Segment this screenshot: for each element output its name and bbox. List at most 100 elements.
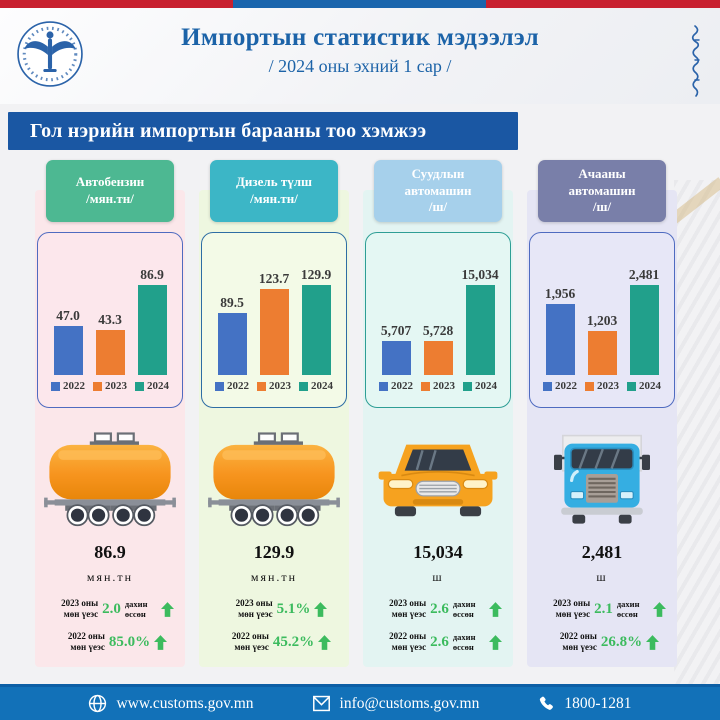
column-header-line: Суудлын [411,165,465,181]
header: Импортын статистик мэдээлэл / 2024 оны э… [0,8,720,104]
stat-note-label: дахин өссөн [616,598,640,619]
up-arrow-icon [160,601,174,617]
legend-swatch [257,381,266,391]
up-arrow-icon [488,634,502,650]
column-header-chip: Ачааны автомашин/ш/ [538,160,666,222]
bars-area: 5,707 5,728 15,034 [366,237,510,375]
growth-stat-row: 2022 оны мөн үеэс 45.2% [203,629,345,655]
up-arrow-wrap [652,601,666,617]
mongolian-script-icon [691,25,700,97]
column-header-line: автомашин [404,182,472,198]
legend-item: 2024 [135,380,169,392]
bar [95,330,125,375]
section-title-bar: Гол нэрийн импортын барааны тоо хэмжээ [8,112,518,150]
up-arrow-wrap [488,634,502,650]
column-header-line: Дизель түлш [235,174,312,190]
column-header-line: Ачааны [578,165,626,181]
bar-value-label: 129.9 [300,267,332,282]
bar [465,285,495,375]
legend-item: 2022 [379,380,413,392]
bar-group: 5,707 [380,323,412,375]
bar-group: 86.9 [137,267,167,375]
bar [137,285,167,375]
column-header-chip: Автобензин/мян.тн/ [46,160,174,222]
legend-year-label: 2024 [475,380,497,392]
product-column: Ачааны автомашин/ш/1,956 1,203 2,481 2022 202… [527,160,677,667]
stat-growth-value: 2.1 [594,600,613,617]
stat-period-label: 2022 оны мөн үеэс [389,630,427,652]
growth-stats: 2023 оны мөн үеэс 2.6 дахин өссөн 2022 оны … [367,596,509,662]
legend-swatch [543,381,552,391]
stat-note-label: дахин өссөн [452,598,476,619]
headline-value: 2,481 [581,542,623,562]
bar [423,341,453,375]
bar [587,331,617,375]
bar-value-label: 86.9 [140,267,164,282]
mongolian-customs-logo-icon [17,21,83,87]
growth-stat-row: 2022 оны мөн үеэс 2.6 дахин өссөн [367,629,509,655]
fuel-tank-wagon-icon [44,431,176,526]
bar [259,289,289,375]
bar-group: 43.3 [95,312,125,375]
bar-value-label: 5,707 [380,323,412,338]
stat-note-label: дахин өссөн [452,631,476,652]
legend-year-label: 2024 [147,380,169,392]
legend-year-label: 2023 [105,380,127,392]
bar-value-label: 47.0 [56,308,80,323]
headline-value: 129.9 [253,542,295,562]
legend-item: 2024 [463,380,497,392]
footer-website-link[interactable]: www.customs.gov.mn [88,694,254,713]
legend-swatch [379,381,388,391]
stat-period-label: 2022 оны мөн үеэс [67,630,105,652]
stat-note-label: дахин өссөн [124,598,148,619]
page-subtitle: / 2024 оны эхний 1 сар / [268,56,452,76]
legend-swatch [215,381,224,391]
up-arrow-icon [652,601,666,617]
bar [301,285,331,375]
chart-legend: 2022 2023 2024 [38,380,182,392]
chart-legend: 2022 2023 2024 [530,380,674,392]
up-arrow-wrap [318,634,332,650]
stat-growth-value: 2.6 [430,600,449,617]
headline-value: 86.9 [94,542,126,562]
footer-phone-link[interactable]: 1800-1281 [537,695,632,713]
legend-item: 2023 [421,380,455,392]
tricolor-top-strip [0,0,720,8]
up-arrow-wrap [488,601,502,617]
footer-bar: www.customs.gov.mn info@customs.gov.mn 1… [0,684,720,720]
stat-growth-value: 5.1% [276,600,311,617]
legend-item: 2024 [299,380,333,392]
stat-growth-value: 26.8% [600,633,643,650]
footer-email-label: info@customs.gov.mn [339,694,480,712]
up-arrow-wrap [646,634,660,650]
vehicle-icon-wrap [35,425,185,535]
legend-swatch [585,381,594,391]
up-arrow-icon [646,634,660,650]
legend-swatch [51,381,60,391]
cargo-truck-icon [554,434,650,524]
bar [53,326,83,375]
legend-year-label: 2023 [597,380,619,392]
headline-unit: мян.тн [250,570,298,584]
stat-growth-value: 2.0 [102,600,121,617]
growth-stat-row: 2023 оны мөн үеэс 2.6 дахин өссөн [367,596,509,622]
column-header-line: /ш/ [428,199,448,215]
bar-value-label: 1,956 [544,286,576,301]
footer-email-link[interactable]: info@customs.gov.mn [312,694,480,713]
column-header-line: Автобензин [75,174,145,190]
stat-period-label: 2022 оны мөн үеэс [559,630,597,652]
growth-stat-row: 2023 оны мөн үеэс 2.0 дахин өссөн [39,596,181,622]
bar-group: 5,728 [423,323,453,375]
bar-group: 15,034 [461,267,499,375]
bars-area: 47.0 43.3 86.9 [38,237,182,375]
legend-year-label: 2022 [555,380,577,392]
bar-group: 2,481 [628,267,660,375]
legend-year-label: 2022 [227,380,249,392]
product-column: Суудлын автомашин/ш/5,707 5,728 15,034 2022 2… [363,160,513,667]
column-header-line: автомашин [568,182,636,198]
legend-item: 2024 [627,380,661,392]
up-arrow-icon [318,634,332,650]
bar-value-label: 2,481 [628,267,660,282]
up-arrow-icon [488,601,502,617]
bar-chart-card: 5,707 5,728 15,034 2022 2023 2024 [365,232,511,408]
